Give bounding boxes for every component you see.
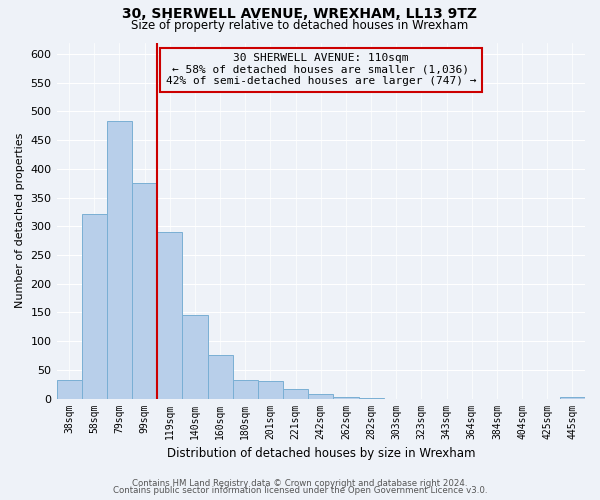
Bar xyxy=(132,183,157,398)
Text: Contains public sector information licensed under the Open Government Licence v3: Contains public sector information licen… xyxy=(113,486,487,495)
Bar xyxy=(233,380,258,398)
Bar xyxy=(82,214,107,398)
Text: Contains HM Land Registry data © Crown copyright and database right 2024.: Contains HM Land Registry data © Crown c… xyxy=(132,478,468,488)
Text: 30 SHERWELL AVENUE: 110sqm
← 58% of detached houses are smaller (1,036)
42% of s: 30 SHERWELL AVENUE: 110sqm ← 58% of deta… xyxy=(166,53,476,86)
Y-axis label: Number of detached properties: Number of detached properties xyxy=(15,133,25,308)
Text: Size of property relative to detached houses in Wrexham: Size of property relative to detached ho… xyxy=(131,18,469,32)
Bar xyxy=(107,121,132,398)
Bar xyxy=(182,316,208,398)
Bar xyxy=(258,382,283,398)
Bar xyxy=(56,380,82,398)
Bar xyxy=(157,232,182,398)
Bar xyxy=(208,356,233,399)
X-axis label: Distribution of detached houses by size in Wrexham: Distribution of detached houses by size … xyxy=(167,447,475,460)
Bar xyxy=(308,394,334,398)
Bar xyxy=(283,389,308,398)
Text: 30, SHERWELL AVENUE, WREXHAM, LL13 9TZ: 30, SHERWELL AVENUE, WREXHAM, LL13 9TZ xyxy=(122,8,478,22)
Bar xyxy=(560,397,585,398)
